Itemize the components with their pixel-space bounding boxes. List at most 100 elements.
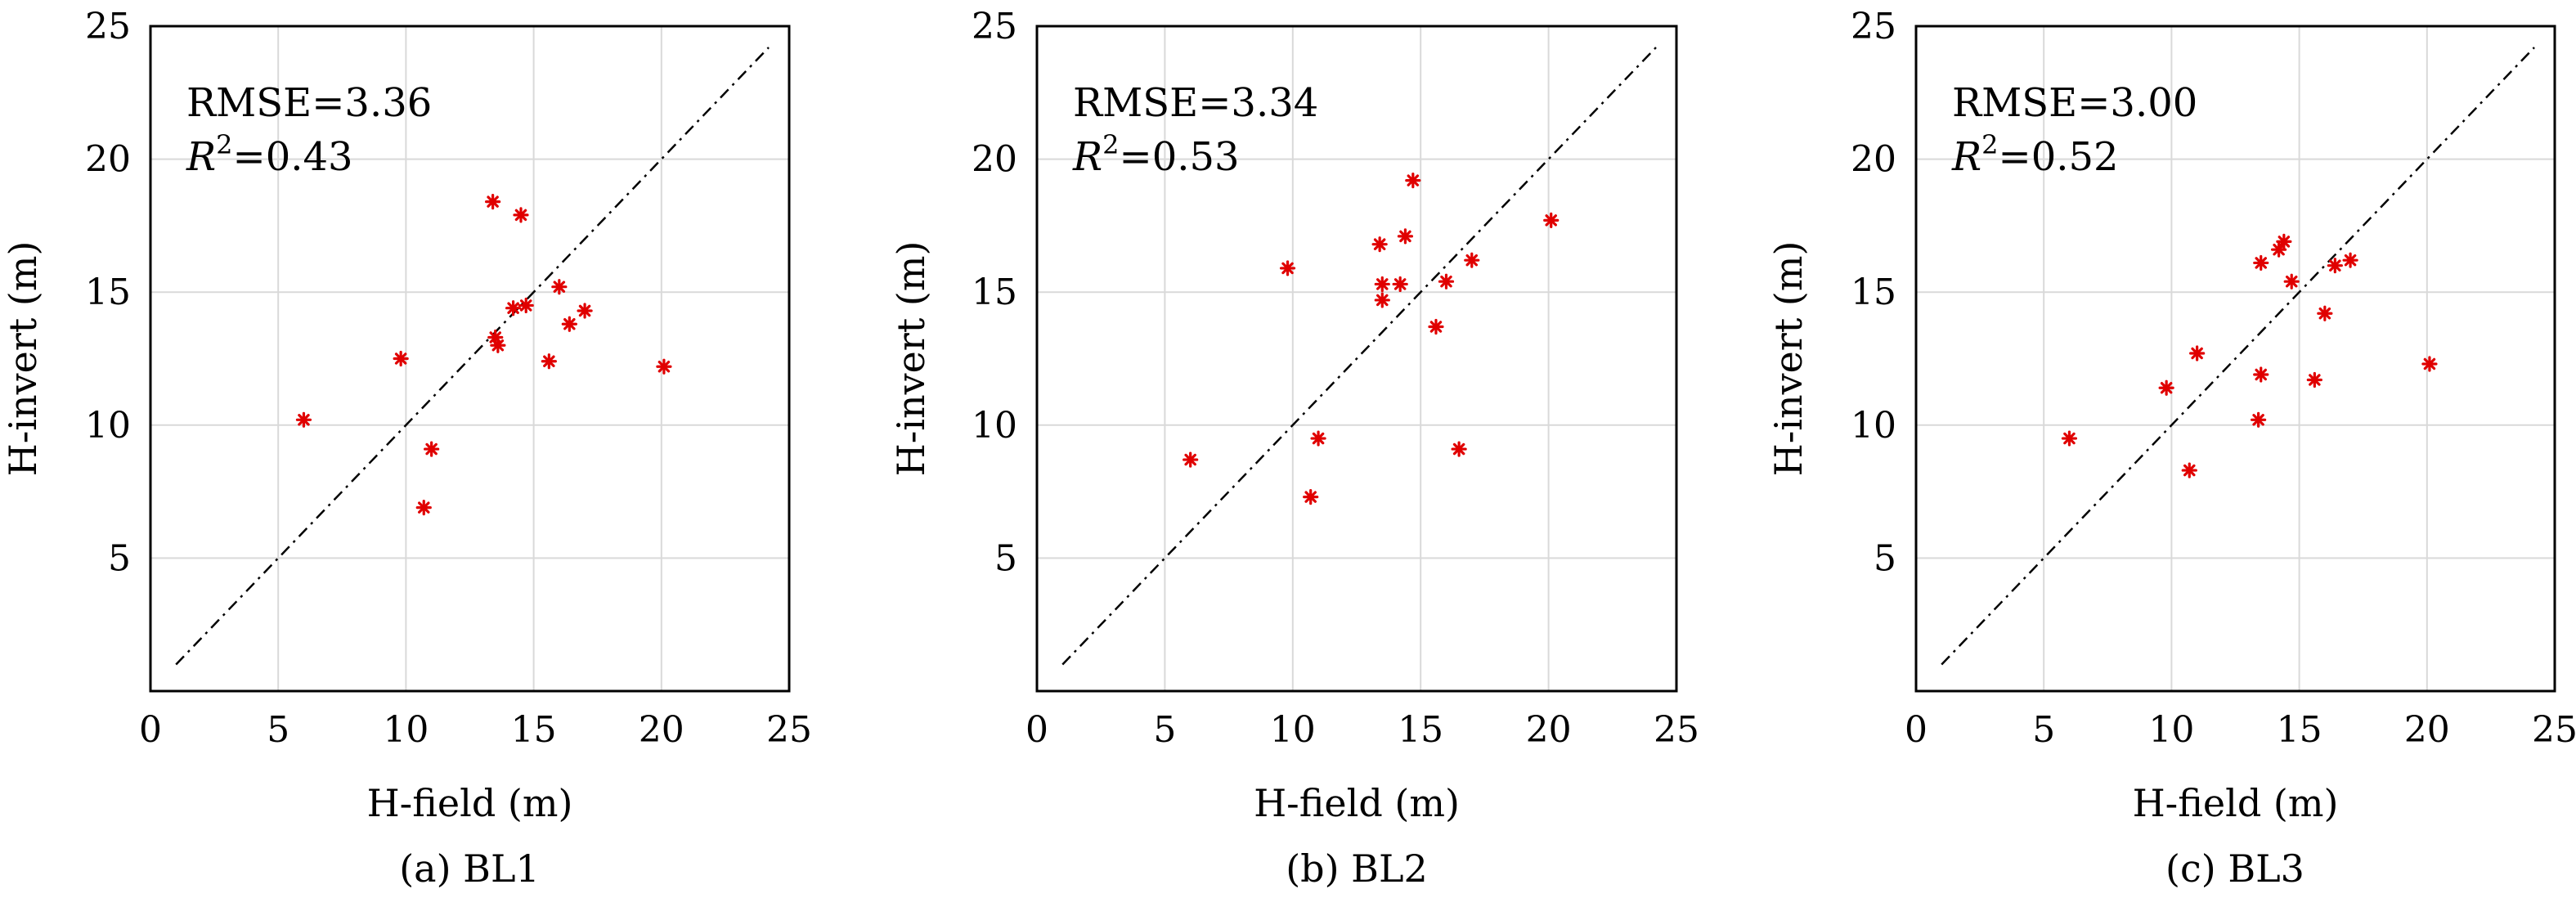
reference-line — [1941, 47, 2535, 666]
plot-frame — [149, 25, 791, 693]
data-point — [505, 300, 522, 317]
data-point — [2158, 379, 2174, 396]
data-point — [2317, 305, 2333, 321]
y-tick-label: 20 — [972, 139, 1017, 181]
x-tick-label: 5 — [2032, 709, 2055, 751]
data-point — [2061, 430, 2078, 447]
data-point — [490, 337, 506, 353]
data-point — [518, 297, 534, 314]
data-point — [1303, 489, 1319, 505]
data-point — [393, 350, 409, 367]
y-tick-label: 25 — [85, 6, 131, 47]
y-tick-label: 15 — [1851, 272, 1896, 313]
data-point — [1310, 430, 1326, 447]
x-tick-label: 20 — [2404, 709, 2450, 751]
reference-line — [1061, 47, 1657, 666]
y-axis-label: H-invert (m) — [889, 241, 933, 477]
x-tick-label: 5 — [1153, 709, 1176, 751]
r2-annotation: R2=0.43 — [186, 129, 353, 180]
plot-frame — [1035, 25, 1678, 693]
y-tick-label: 25 — [972, 6, 1017, 47]
y-tick-label: 10 — [1851, 405, 1896, 447]
x-tick-label: 5 — [267, 709, 289, 751]
y-tick-label: 20 — [1851, 139, 1896, 181]
x-tick-label: 0 — [1905, 709, 1928, 751]
data-point — [1279, 260, 1296, 276]
y-tick-label: 25 — [1851, 6, 1896, 47]
x-tick-label: 20 — [1526, 709, 1572, 751]
rmse-annotation: RMSE=3.34 — [1073, 80, 1318, 126]
data-point — [1371, 236, 1388, 253]
chart-panel-1: 0 5 10 15 20 25 5 10 15 20 25 H-field (m) H-invert (… — [1, 6, 812, 891]
chart-panel-2: 0 5 10 15 20 25 5 10 15 20 25 H-field (m) H-invert (… — [889, 6, 1699, 891]
y-tick-label: 5 — [994, 537, 1017, 579]
data-point — [541, 353, 557, 370]
data-point — [1397, 228, 1414, 245]
data-point — [1464, 252, 1480, 268]
x-tick-label: 0 — [139, 709, 162, 751]
data-point — [561, 316, 577, 332]
rmse-annotation: RMSE=3.36 — [186, 80, 432, 126]
data-point — [415, 500, 432, 516]
x-tick-label: 25 — [2532, 709, 2576, 751]
plot-frame — [1914, 25, 2556, 693]
data-point — [2342, 252, 2358, 268]
r2-annotation: R2=0.53 — [1072, 129, 1240, 180]
data-point — [2181, 462, 2197, 478]
data-point — [1392, 276, 1408, 293]
data-point — [2271, 241, 2287, 258]
x-tick-label: 15 — [1398, 709, 1443, 751]
data-point — [656, 358, 672, 375]
y-tick-label: 5 — [108, 537, 131, 579]
x-axis-label: H-field (m) — [1254, 781, 1460, 825]
data-point — [513, 207, 529, 223]
panel-caption: (a) BL1 — [399, 846, 540, 891]
data-point — [485, 194, 501, 210]
data-point — [1438, 273, 1455, 290]
data-point — [2276, 233, 2292, 250]
data-point — [2251, 411, 2267, 428]
x-tick-label: 20 — [639, 709, 684, 751]
data-point — [2189, 345, 2206, 361]
y-tick-label: 15 — [972, 272, 1017, 313]
data-point — [1428, 318, 1444, 335]
chart-panel-3: 0 5 10 15 20 25 5 10 15 20 25 H-field (m) H-invert (… — [1766, 6, 2576, 891]
data-point — [295, 411, 312, 428]
x-tick-label: 10 — [2148, 709, 2194, 751]
x-tick-label: 15 — [511, 709, 557, 751]
x-axis-label: H-field (m) — [367, 781, 573, 825]
y-axis-label: H-invert (m) — [1766, 241, 1811, 477]
x-tick-label: 25 — [766, 709, 812, 751]
data-point — [2253, 254, 2269, 272]
x-tick-label: 25 — [1654, 709, 1699, 751]
panel-caption: (c) BL3 — [2165, 846, 2304, 891]
y-axis-label: H-invert (m) — [1, 241, 45, 477]
data-point — [1183, 451, 1199, 468]
r2-annotation: R2=0.52 — [1951, 129, 2119, 180]
data-point — [1374, 276, 1390, 293]
data-point — [2283, 273, 2300, 290]
panel-caption: (b) BL2 — [1286, 846, 1428, 891]
data-point — [551, 279, 568, 295]
x-tick-label: 10 — [1270, 709, 1316, 751]
data-point — [577, 303, 593, 319]
y-tick-label: 20 — [85, 139, 131, 181]
y-tick-label: 15 — [85, 272, 131, 313]
y-tick-label: 10 — [85, 405, 131, 447]
data-point — [424, 441, 440, 457]
x-tick-label: 10 — [383, 709, 429, 751]
rmse-annotation: RMSE=3.00 — [1952, 80, 2197, 126]
reference-line — [175, 47, 770, 666]
y-tick-label: 10 — [972, 405, 1017, 447]
data-point — [1451, 441, 1467, 457]
x-axis-label: H-field (m) — [2133, 781, 2339, 825]
data-point — [2253, 366, 2269, 383]
x-tick-label: 0 — [1025, 709, 1048, 751]
data-point — [1405, 173, 1421, 189]
data-point — [1543, 212, 1560, 228]
y-tick-label: 5 — [1874, 537, 1896, 579]
data-point — [2327, 258, 2343, 274]
data-point — [2421, 356, 2438, 372]
data-point — [2306, 371, 2322, 388]
